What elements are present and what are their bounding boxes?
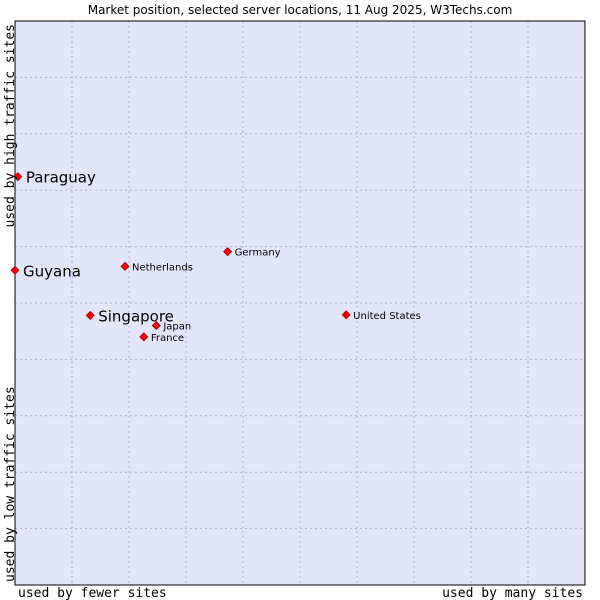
point-label-guyana: Guyana xyxy=(23,262,81,280)
point-label-netherlands: Netherlands xyxy=(132,262,193,273)
point-germany: Germany xyxy=(223,247,281,259)
point-paraguay: Paraguay xyxy=(13,169,96,187)
point-guyana: Guyana xyxy=(10,262,81,280)
grid-lines xyxy=(15,21,585,585)
point-japan: Japan xyxy=(151,320,191,333)
chart-title: Market position, selected server locatio… xyxy=(88,3,513,17)
y-axis-label-top: used by high traffic sites xyxy=(3,24,18,228)
point-marker-guyana xyxy=(10,265,20,275)
point-united-states: United States xyxy=(341,310,421,322)
x-axis-label-left: used by fewer sites xyxy=(18,586,167,600)
point-marker-netherlands xyxy=(120,261,130,271)
plot-frame xyxy=(14,20,586,586)
data-points: Paraguay Guyana Singapore Netherlands German… xyxy=(10,169,421,344)
point-france: France xyxy=(139,332,184,344)
point-singapore: Singapore xyxy=(85,307,174,325)
point-label-paraguay: Paraguay xyxy=(26,169,96,187)
point-label-germany: Germany xyxy=(235,248,281,259)
point-netherlands: Netherlands xyxy=(120,261,193,273)
point-label-singapore: Singapore xyxy=(98,307,174,325)
x-axis-label-right: used by many sites xyxy=(442,586,583,600)
point-marker-japan xyxy=(151,320,161,331)
point-marker-france xyxy=(139,332,149,342)
point-marker-paraguay xyxy=(13,172,23,182)
point-label-united-states: United States xyxy=(353,311,421,322)
point-label-japan: Japan xyxy=(162,322,191,333)
point-marker-singapore xyxy=(85,310,95,320)
point-marker-united-states xyxy=(341,310,351,320)
point-label-france: France xyxy=(151,333,184,344)
point-marker-germany xyxy=(223,247,233,257)
y-axis-label-bottom: used by low traffic sites xyxy=(3,386,18,582)
